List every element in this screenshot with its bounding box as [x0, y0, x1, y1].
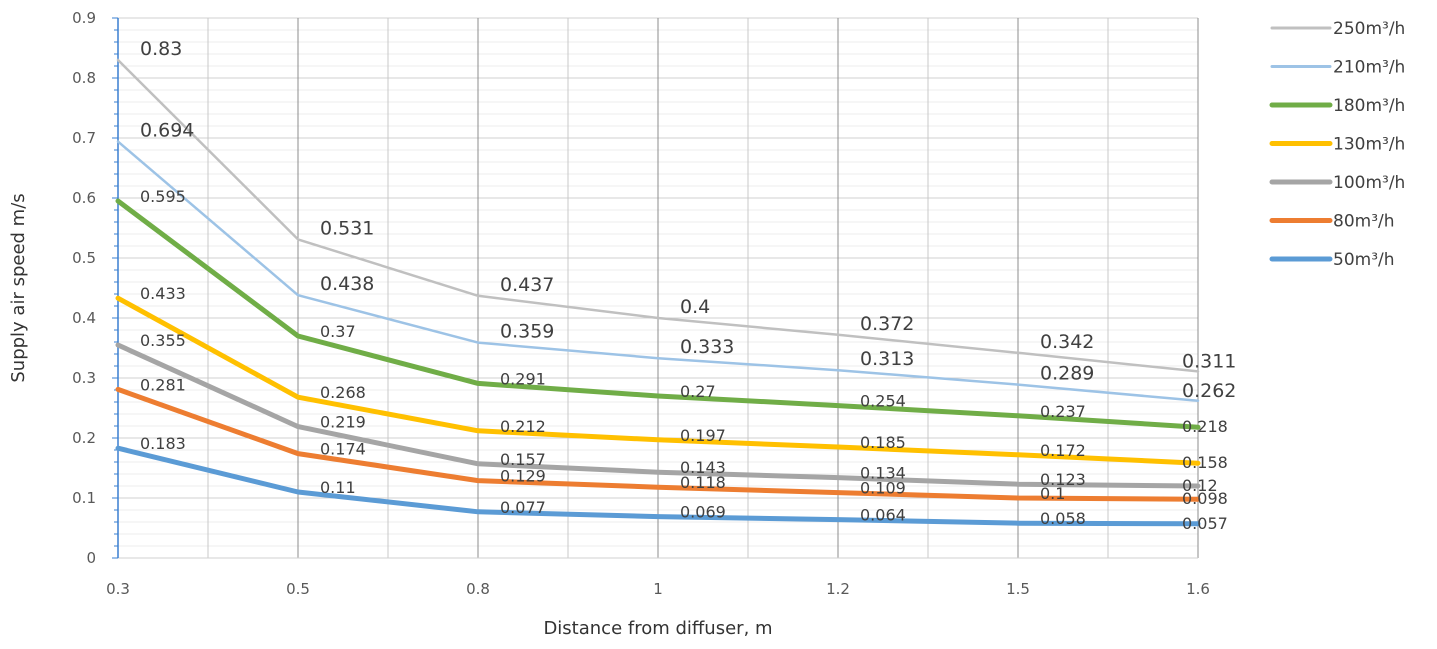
legend-label: 100m³/h	[1333, 173, 1405, 193]
data-label: 0.218	[1182, 417, 1228, 436]
series-line	[116, 58, 1200, 373]
data-label: 0.143	[680, 458, 726, 477]
data-label: 0.27	[680, 382, 716, 401]
x-tick-label: 1.5	[1006, 580, 1030, 598]
data-label: 0.077	[500, 498, 546, 517]
axes: 0 0.1 0.2 0.3 0.4 0.5 0.6 0.7 0.8 0.9 0.3 0.5 0.8 1 1.…	[72, 9, 1210, 598]
y-tick-label: 0.2	[72, 429, 96, 447]
data-label: 0.342	[1040, 331, 1094, 353]
series-line	[115, 445, 1201, 527]
y-tick-label: 0.8	[72, 69, 96, 87]
series-line	[115, 386, 1201, 502]
data-labels: 0.83 0.531 0.437 0.4 0.372 0.342 0.311 0.694 0.4…	[140, 38, 1236, 533]
data-label: 0.4	[680, 296, 710, 318]
data-label: 0.289	[1040, 363, 1094, 385]
data-label: 0.172	[1040, 441, 1086, 460]
data-label: 0.158	[1182, 453, 1228, 472]
data-label: 0.359	[500, 321, 554, 343]
data-label: 0.219	[320, 413, 366, 432]
y-tick-label: 0.5	[72, 249, 96, 267]
y-tick-label: 0.1	[72, 489, 96, 507]
data-label: 0.262	[1182, 380, 1236, 402]
data-label: 0.268	[320, 383, 366, 402]
data-label: 0.372	[860, 313, 914, 335]
y-tick-label: 0.3	[72, 369, 96, 387]
y-tick-label: 0.9	[72, 9, 96, 27]
legend-label: 210m³/h	[1333, 58, 1405, 78]
data-label: 0.281	[140, 375, 186, 394]
series-line	[115, 295, 1201, 466]
gridlines	[118, 17, 1199, 558]
data-label: 0.118	[680, 473, 726, 492]
data-label: 0.057	[1182, 514, 1228, 533]
data-label: 0.185	[860, 433, 906, 452]
legend: 250m³/h 210m³/h 180m³/h 130m³/h 100m³/h 80m³/…	[1269, 19, 1405, 270]
x-axis-title: Distance from diffuser, m	[543, 618, 772, 639]
data-label: 0.174	[320, 440, 366, 459]
series-line	[115, 342, 1201, 489]
data-label: 0.11	[320, 478, 356, 497]
data-label: 0.197	[680, 426, 726, 445]
data-label: 0.355	[140, 331, 186, 350]
x-tick-label: 0.8	[466, 580, 490, 598]
data-label: 0.109	[860, 479, 906, 498]
data-label: 0.254	[860, 392, 906, 411]
data-label: 0.129	[500, 467, 546, 486]
y-tick-label: 0.7	[72, 129, 96, 147]
series-line	[115, 198, 1201, 430]
data-label: 0.069	[680, 503, 726, 522]
data-label: 0.438	[320, 273, 374, 295]
series-line	[116, 140, 1200, 403]
data-label: 0.433	[140, 284, 186, 303]
data-label: 0.37	[320, 322, 356, 341]
legend-label: 250m³/h	[1333, 19, 1405, 39]
data-label: 0.12	[1182, 476, 1218, 495]
data-label: 0.212	[500, 417, 546, 436]
x-tick-label: 1	[653, 580, 663, 598]
y-tick-label: 0.6	[72, 189, 96, 207]
x-tick-label: 1.2	[826, 580, 850, 598]
legend-label: 80m³/h	[1333, 212, 1395, 232]
data-label: 0.1	[1040, 484, 1065, 503]
data-label: 0.237	[1040, 402, 1086, 421]
data-label: 0.058	[1040, 509, 1086, 528]
data-label: 0.123	[1040, 470, 1086, 489]
data-label: 0.291	[500, 369, 546, 388]
data-label: 0.437	[500, 274, 554, 296]
y-tick-label: 0.4	[72, 309, 96, 327]
data-label: 0.183	[140, 434, 186, 453]
legend-label: 50m³/h	[1333, 250, 1395, 270]
data-label: 0.83	[140, 38, 182, 60]
x-tick-label: 0.5	[286, 580, 310, 598]
y-tick-label: 0	[86, 549, 96, 567]
legend-label: 180m³/h	[1333, 96, 1405, 116]
data-label: 0.311	[1182, 350, 1236, 372]
series-lines	[115, 58, 1201, 527]
data-label: 0.595	[140, 187, 186, 206]
legend-label: 130m³/h	[1333, 135, 1405, 155]
y-axis-title: Supply air speed m/s	[8, 193, 29, 382]
data-label: 0.333	[680, 336, 734, 358]
data-label: 0.694	[140, 120, 194, 142]
data-label: 0.157	[500, 450, 546, 469]
data-label: 0.313	[860, 348, 914, 370]
data-label: 0.531	[320, 217, 374, 239]
data-label: 0.134	[860, 464, 906, 483]
data-label: 0.064	[860, 506, 906, 525]
data-label: 0.098	[1182, 489, 1228, 508]
x-tick-label: 1.6	[1186, 580, 1210, 598]
x-tick-label: 0.3	[106, 580, 130, 598]
